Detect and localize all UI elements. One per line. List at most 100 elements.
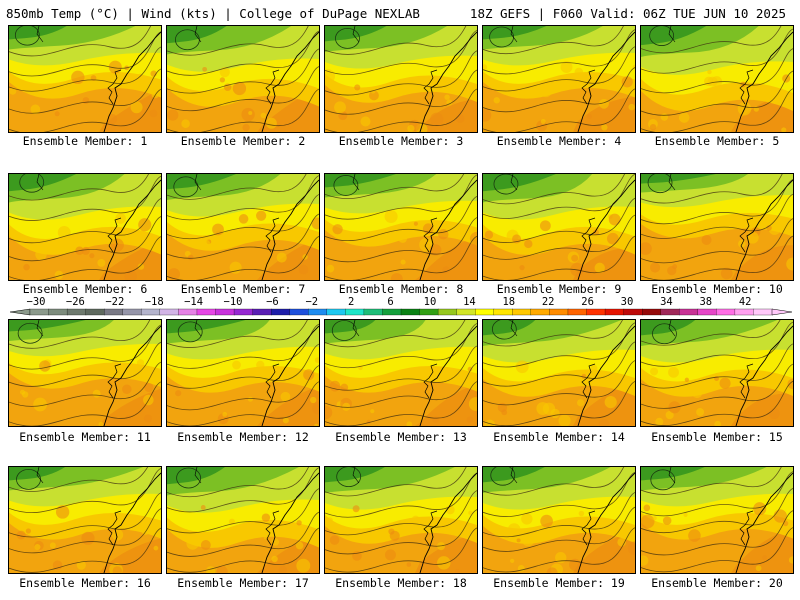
map-header: 850mb Temp (°C) | Wind (kts) | College o… [0,0,800,22]
colorbar-swatch [345,308,365,316]
ensemble-member-map [482,25,636,133]
ensemble-member-map [8,319,162,427]
ensemble-member-map [166,173,320,281]
colorbar-swatch [604,308,625,316]
ensemble-member-map [640,466,794,574]
colorbar-swatch [419,308,439,316]
colorbar-swatch [196,308,217,316]
ensemble-member-label: Ensemble Member: 9 [496,282,622,296]
colorbar-tick-label: −18 [144,296,164,308]
ensemble-member-map [482,319,636,427]
colorbar-scale [9,308,793,316]
ensemble-member-label: Ensemble Member: 7 [180,282,306,296]
colorbar-swatch [252,308,272,316]
colorbar-swatch [215,308,235,316]
ensemble-member-label: Ensemble Member: 2 [180,134,306,148]
temperature-field [483,467,635,573]
temperature-field [167,320,319,426]
colorbar-swatch [475,308,495,316]
ensemble-member-label: Ensemble Member: 10 [651,282,783,296]
colorbar-swatch [122,308,142,316]
ensemble-member-label: Ensemble Member: 14 [493,430,625,444]
temperature-field [167,26,319,132]
ensemble-member-label: Ensemble Member: 15 [651,430,783,444]
colorbar-swatch [289,308,309,316]
temperature-field [325,174,477,280]
colorbar-tick-label: 26 [581,296,594,308]
colorbar-right-arrow [771,308,793,316]
colorbar-swatch [270,308,291,316]
ensemble-member-label: Ensemble Member: 12 [177,430,309,444]
colorbar-tick-label: 14 [463,296,476,308]
ensemble-member-map [324,25,478,133]
colorbar-swatch [178,308,198,316]
temperature-field [167,174,319,280]
ensemble-member-map [324,173,478,281]
temperature-field [483,320,635,426]
temperature-field [641,26,793,132]
colorbar-swatch [512,308,532,316]
colorbar-swatch [437,308,458,316]
colorbar-swatch [493,308,513,316]
colorbar-swatch [734,308,755,316]
colorbar-swatch [642,308,662,316]
colorbar-tick-label: 42 [738,296,752,308]
temperature-field [483,174,635,280]
temperature-field [641,467,793,573]
ensemble-member-map [8,173,162,281]
ensemble-member-label: Ensemble Member: 5 [654,134,780,148]
colorbar-swatch [66,308,87,316]
temperature-field [325,467,477,573]
colorbar-swatch [586,308,606,316]
colorbar-swatch [679,308,699,316]
colorbar-tick-label: −30 [26,296,46,308]
ensemble-member-label: Ensemble Member: 13 [335,430,467,444]
temperature-field [325,26,477,132]
ensemble-member-map [166,25,320,133]
temperature-field [9,467,161,573]
ensemble-member-map [166,466,320,574]
colorbar-swatch [363,308,384,316]
run-valid-time: 18Z GEFS | F060 Valid: 06Z TUE JUN 10 20… [469,6,786,21]
ensemble-member-label: Ensemble Member: 3 [338,134,464,148]
colorbar-tick-label: −14 [184,296,204,308]
colorbar-tick-label: −22 [105,296,125,308]
ensemble-member-label: Ensemble Member: 19 [493,576,625,590]
colorbar-swatch [29,308,50,316]
colorbar-left-arrow [9,308,31,316]
ensemble-member-map [482,173,636,281]
product-title: 850mb Temp (°C) | Wind (kts) | College o… [6,6,420,21]
colorbar-tick-label: 34 [660,296,673,308]
ensemble-member-label: Ensemble Member: 4 [496,134,622,148]
colorbar-swatch [85,308,105,316]
ensemble-member-map [640,25,794,133]
colorbar-tick-label: −26 [65,296,85,308]
colorbar-swatch [697,308,717,316]
ensemble-member-label: Ensemble Member: 8 [338,282,464,296]
temperature-field [483,26,635,132]
colorbar-tick-label: 38 [699,296,713,308]
colorbar-swatch [48,308,68,316]
ensemble-member-map [8,466,162,574]
colorbar-swatch [159,308,180,316]
temperature-field [641,174,793,280]
colorbar-swatch [400,308,421,316]
colorbar-swatch [567,308,588,316]
colorbar-tick-label: 10 [423,296,437,308]
ensemble-member-map [640,173,794,281]
temperature-field [9,26,161,132]
colorbar-swatch [233,308,254,316]
colorbar-swatch [530,308,551,316]
colorbar-swatch [308,308,328,316]
colorbar-tick-label: −2 [305,296,319,308]
colorbar-swatch [104,308,124,316]
ensemble-member-label: Ensemble Member: 16 [19,576,151,590]
ensemble-member-map [324,466,478,574]
colorbar-tick-label: 30 [620,296,634,308]
ensemble-member-map [482,466,636,574]
colorbar-tick-label: 6 [387,296,394,308]
ensemble-member-map [8,25,162,133]
colorbar-tick-label: 22 [541,296,555,308]
ensemble-member-label: Ensemble Member: 17 [177,576,309,590]
colorbar-swatch [753,308,773,316]
